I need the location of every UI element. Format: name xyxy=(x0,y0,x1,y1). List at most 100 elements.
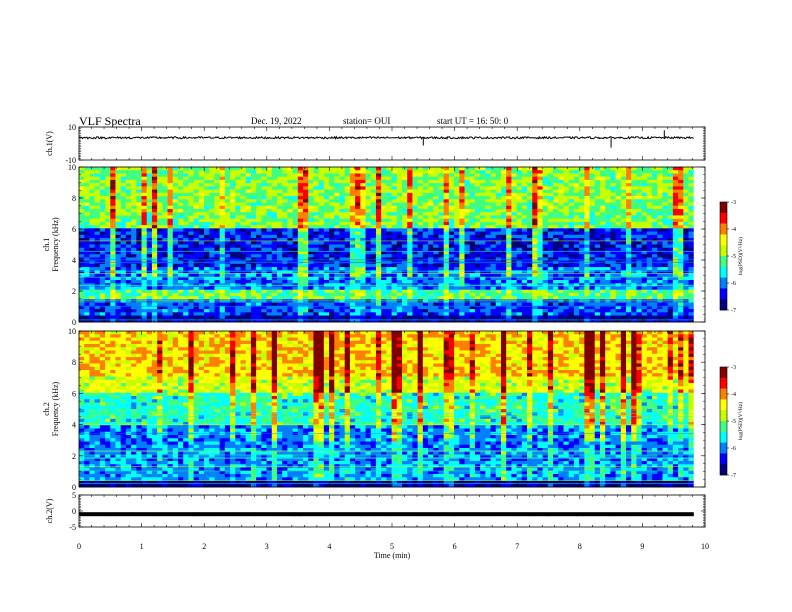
spectrogram-cell xyxy=(183,286,189,291)
spectrogram-cell xyxy=(474,173,481,178)
spectrogram-cell xyxy=(626,215,632,220)
spectrogram-cell xyxy=(355,218,361,223)
spectrogram-cell xyxy=(261,234,267,239)
spectrogram-cell xyxy=(235,289,241,294)
spectrogram-cell xyxy=(334,263,340,268)
spectrogram-cell xyxy=(193,260,200,265)
spectrogram-cell xyxy=(250,257,257,262)
spectrogram-cell xyxy=(553,183,559,187)
spectrogram-cell xyxy=(464,183,471,187)
spectrogram-cell xyxy=(495,186,502,191)
spectrogram-cell xyxy=(329,225,335,229)
spectrogram-cell xyxy=(224,208,231,213)
spectrogram-cell xyxy=(318,280,325,284)
spectrogram-cell xyxy=(198,221,205,226)
spectrogram-cell xyxy=(235,231,241,236)
spectrogram-cell xyxy=(448,247,455,252)
spectrogram-cell xyxy=(282,270,288,274)
spectrogram-cell xyxy=(620,231,627,236)
spectrogram-cell xyxy=(266,170,273,174)
spectrogram-cell xyxy=(110,254,116,258)
spectrogram-cell xyxy=(84,199,90,203)
spectrogram-cell xyxy=(375,192,382,197)
spectrogram-cell xyxy=(672,228,679,232)
spectrogram-cell xyxy=(563,196,570,200)
spectrogram-cell xyxy=(459,257,465,262)
spectrogram-cell xyxy=(349,212,356,216)
spectrogram-cell xyxy=(271,179,278,184)
spectrogram-cell xyxy=(193,208,200,213)
spectrogram-cell xyxy=(99,189,106,194)
spectrogram-cell xyxy=(516,299,523,304)
spectrogram-cell xyxy=(193,228,200,232)
spectrogram-cell xyxy=(454,225,460,229)
spectrogram-cell xyxy=(433,270,439,274)
spectrogram-cell xyxy=(401,299,408,304)
spectrogram-cell xyxy=(79,225,85,229)
spectrogram-cell xyxy=(360,215,366,220)
spectrogram-cell xyxy=(256,241,262,245)
spectrogram-cell xyxy=(386,179,392,184)
spectrogram-cell xyxy=(136,176,142,181)
spectrogram-cell xyxy=(120,273,127,278)
spectrogram-cell xyxy=(516,208,523,213)
spectrogram-cell xyxy=(443,199,450,203)
spectrogram-cell xyxy=(464,247,471,252)
spectrogram-cell xyxy=(459,241,465,245)
spectrogram-cell xyxy=(89,267,96,271)
spectrogram-cell xyxy=(313,186,320,191)
spectrogram-cell xyxy=(381,199,387,203)
spectrogram-cell xyxy=(303,254,309,258)
spectrogram-cell xyxy=(240,192,247,197)
spectrogram-cell xyxy=(579,296,585,300)
spectrogram-cell xyxy=(688,212,695,216)
spectrogram-cell xyxy=(297,170,304,174)
spectrogram-cell xyxy=(620,270,627,274)
spectrogram-cell xyxy=(94,254,101,258)
spectrogram-cell xyxy=(516,292,523,297)
spectrogram-cell xyxy=(261,238,267,242)
spectrogram-cell xyxy=(308,270,314,274)
spectrogram-cell xyxy=(594,263,601,268)
spectrogram-cell xyxy=(678,280,684,284)
spectrogram-cell xyxy=(407,212,413,216)
spectrogram-cell xyxy=(230,189,236,194)
spectrogram-cell xyxy=(89,215,96,220)
spectrogram-cell xyxy=(266,257,273,262)
spectrogram-cell xyxy=(84,176,90,181)
spectrogram-cell xyxy=(177,218,184,223)
spectrogram-cell xyxy=(308,289,314,294)
spectrogram-cell xyxy=(657,221,663,226)
spectrogram-cell xyxy=(381,202,387,207)
spectrogram-cell xyxy=(79,179,85,184)
spectrogram-cell xyxy=(480,263,486,268)
spectrogram-cell xyxy=(485,218,491,223)
spectrogram-cell xyxy=(626,186,632,191)
spectrogram-cell xyxy=(469,244,476,249)
spectrogram-cell xyxy=(631,289,637,294)
spectrogram-cell xyxy=(433,212,439,216)
spectrogram-cell xyxy=(553,186,559,191)
spectrogram-cell xyxy=(334,247,340,252)
spectrogram-cell xyxy=(250,238,257,242)
spectrogram-cell xyxy=(506,250,512,255)
spectrogram-cell xyxy=(553,176,559,181)
spectrogram-cell xyxy=(532,244,538,249)
spectrogram-cell xyxy=(448,257,455,262)
spectrogram-cell xyxy=(79,215,85,220)
spectrogram-cell xyxy=(99,192,106,197)
spectrogram-cell xyxy=(172,296,179,300)
spectrogram-cell xyxy=(563,228,570,232)
spectrogram-cell xyxy=(282,289,288,294)
spectrogram-cell xyxy=(443,276,450,281)
spectrogram-cell xyxy=(131,228,137,232)
spectrogram-cell xyxy=(287,173,293,178)
spectrogram-cell xyxy=(334,299,340,304)
spectrogram-cell xyxy=(579,215,585,220)
spectrogram-cell xyxy=(495,205,502,210)
spectrogram-cell xyxy=(527,270,533,274)
spectrogram-cell xyxy=(683,192,689,197)
spectrogram-cell xyxy=(172,286,179,291)
spectrogram-cell xyxy=(438,241,445,245)
spectrogram-cell xyxy=(329,276,335,281)
